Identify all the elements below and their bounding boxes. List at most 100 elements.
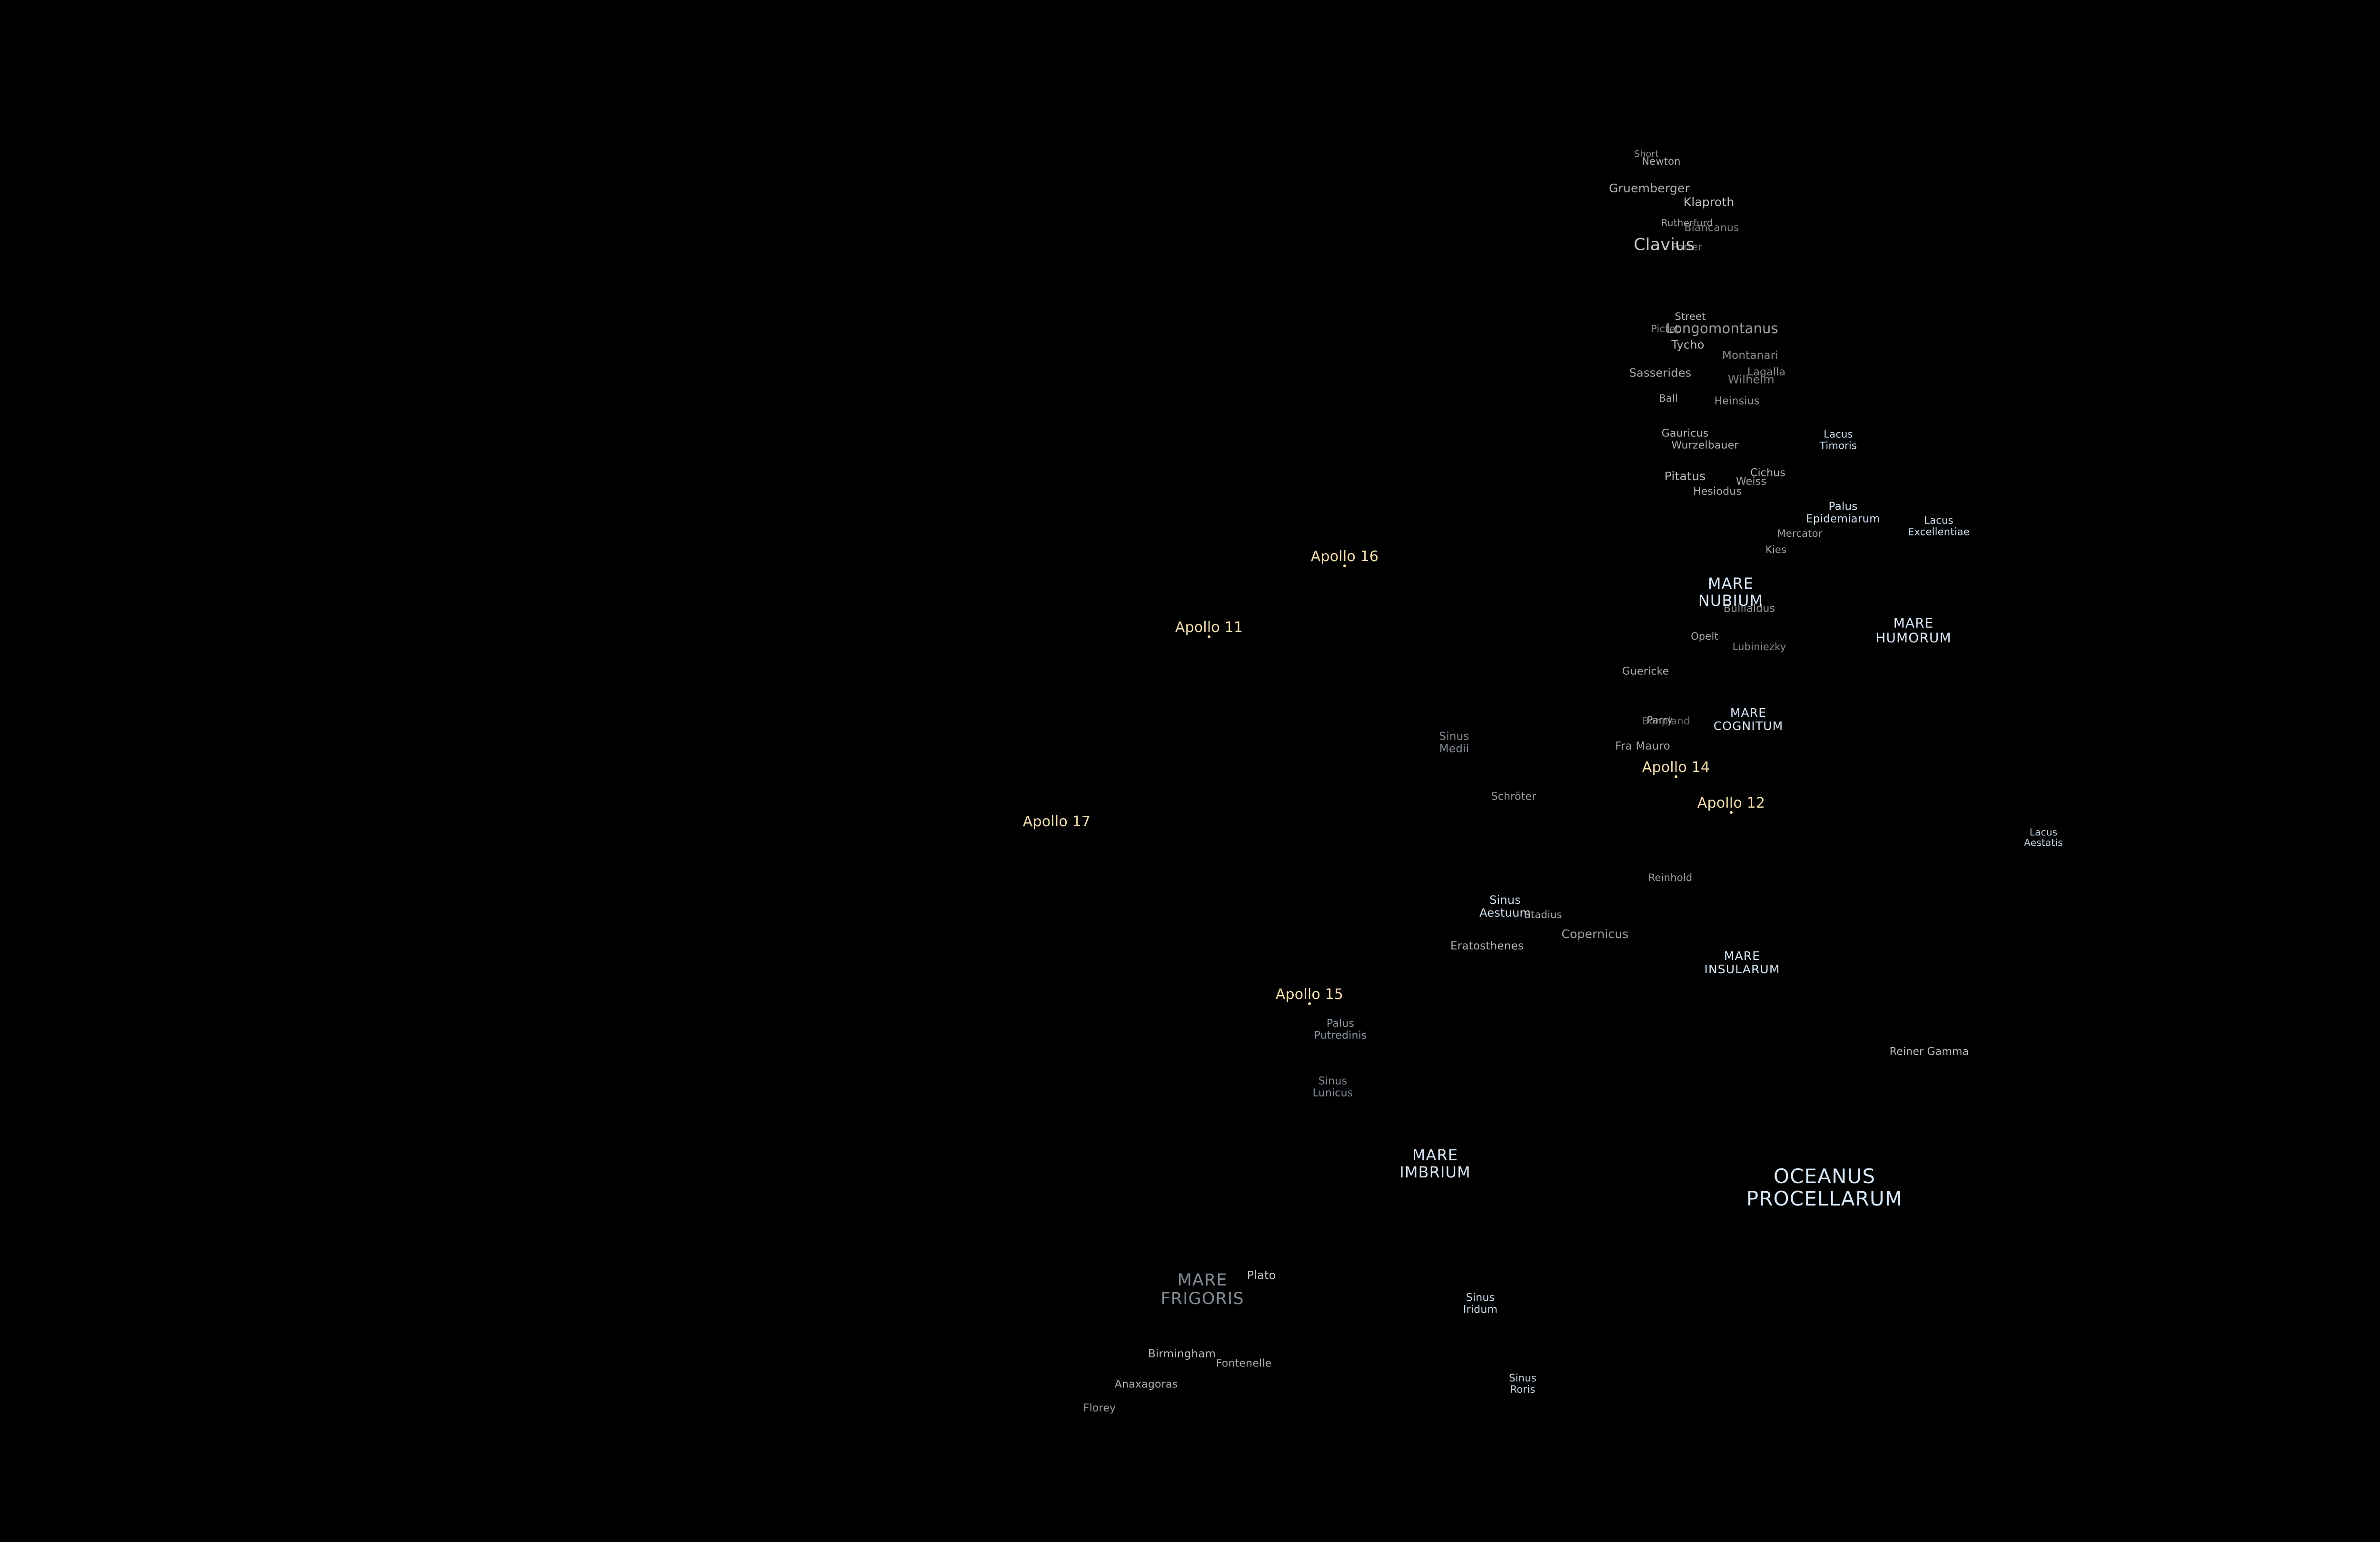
map-label-sinus-iridum[interactable]: Sinus Iridum xyxy=(1463,1292,1497,1315)
label-line: MARE xyxy=(1730,706,1767,720)
map-label-klaproth[interactable]: Klaproth xyxy=(1684,196,1735,209)
map-label-lacus-aestatis[interactable]: Lacus Aestatis xyxy=(2024,827,2063,848)
map-label-cichus[interactable]: Cichus xyxy=(1750,467,1785,480)
map-label-sinus-medii[interactable]: Sinus Medii xyxy=(1439,730,1469,755)
map-label-apollo-16[interactable]: Apollo 16 xyxy=(1311,549,1378,565)
map-label-lacus-timoris[interactable]: Lacus Timoris xyxy=(1820,429,1857,451)
label-line: MARE xyxy=(1724,949,1761,963)
map-label-kies[interactable]: Kies xyxy=(1765,544,1786,556)
map-label-florey[interactable]: Florey xyxy=(1083,1403,1116,1415)
map-label-apollo-11[interactable]: Apollo 11 xyxy=(1175,620,1243,636)
map-label-fontenelle[interactable]: Fontenelle xyxy=(1216,1358,1272,1370)
landing-site-marker-apollo-16[interactable] xyxy=(1343,564,1346,567)
map-label-bullialdus[interactable]: Bullialdus xyxy=(1724,603,1775,615)
map-label-reiner-gamma[interactable]: Reiner Gamma xyxy=(1889,1046,1969,1058)
map-label-reinhold[interactable]: Reinhold xyxy=(1648,872,1693,884)
map-label-fra-mauro[interactable]: Fra Mauro xyxy=(1615,740,1670,753)
map-label-lagalla[interactable]: Lagalla xyxy=(1747,366,1785,379)
label-line: FRIGORIS xyxy=(1160,1289,1244,1308)
map-label-wurzelbauer[interactable]: Wurzelbauer xyxy=(1671,440,1738,452)
map-label-sinus-roris[interactable]: Sinus Roris xyxy=(1509,1373,1537,1395)
map-label-parry[interactable]: Parry xyxy=(1647,715,1673,726)
map-label-weiss[interactable]: Weiss xyxy=(1736,476,1766,488)
label-line: Epidemiarum xyxy=(1806,513,1880,525)
map-label-mercator[interactable]: Mercator xyxy=(1777,528,1823,540)
map-label-short[interactable]: Short xyxy=(1634,149,1659,159)
label-line: Fra Mauro xyxy=(1615,740,1670,753)
map-label-mare-frigoris[interactable]: MARE FRIGORIS xyxy=(1160,1271,1244,1308)
map-label-anaxagoras[interactable]: Anaxagoras xyxy=(1115,1379,1178,1391)
label-line: MARE xyxy=(1177,1270,1228,1290)
label-line: Sinus xyxy=(1489,893,1521,907)
landing-site-marker-apollo-12[interactable] xyxy=(1730,811,1733,814)
map-label-apollo-15[interactable]: Apollo 15 xyxy=(1276,987,1343,1003)
map-label-biancanus[interactable]: Biancanus xyxy=(1684,222,1739,235)
map-label-pictet[interactable]: Pictet xyxy=(1651,324,1679,335)
map-label-opelt[interactable]: Opelt xyxy=(1691,631,1718,642)
label-line: Bullialdus xyxy=(1723,603,1775,615)
map-label-montanari[interactable]: Montanari xyxy=(1722,349,1778,362)
map-label-newton[interactable]: Newton xyxy=(1642,156,1680,168)
label-line: Apollo 17 xyxy=(1022,813,1091,830)
map-label-copernicus[interactable]: Copernicus xyxy=(1561,928,1628,941)
map-label-apollo-17[interactable]: Apollo 17 xyxy=(1023,814,1091,830)
map-label-pitatus[interactable]: Pitatus xyxy=(1665,470,1706,483)
label-line: Apollo 12 xyxy=(1697,795,1765,812)
map-label-lubiniezky[interactable]: Lubiniezky xyxy=(1733,642,1786,653)
map-label-sinus-lunicus[interactable]: Sinus Lunicus xyxy=(1313,1076,1353,1099)
map-label-mare-insularum[interactable]: MARE INSULARUM xyxy=(1705,949,1780,976)
map-label-porter[interactable]: Porter xyxy=(1672,242,1702,253)
label-line: Excellentiae xyxy=(1908,526,1970,537)
map-label-bonpland[interactable]: Bonpland xyxy=(1642,716,1690,727)
map-label-mare-cognitum[interactable]: MARE COGNITUM xyxy=(1714,706,1784,733)
map-label-guericke[interactable]: Guericke xyxy=(1622,666,1669,678)
landing-site-marker-apollo-14[interactable] xyxy=(1675,775,1677,778)
label-line: Wilhelm xyxy=(1728,373,1775,386)
map-label-mare-humorum[interactable]: MARE HUMORUM xyxy=(1875,615,1952,645)
map-label-birmingham[interactable]: Birmingham xyxy=(1148,1348,1216,1361)
map-label-street[interactable]: Street xyxy=(1675,311,1706,323)
map-label-sasserides[interactable]: Sasserides xyxy=(1629,366,1692,380)
landing-site-marker-apollo-15[interactable] xyxy=(1308,1002,1311,1005)
map-label-clavius[interactable]: Clavius xyxy=(1634,236,1695,254)
map-label-hesiodus[interactable]: Hesiodus xyxy=(1693,486,1742,498)
map-label-palus-putredinis[interactable]: Palus Putredinis xyxy=(1314,1018,1367,1041)
map-label-oceanus-procellarum[interactable]: OCEANUS PROCELLARUM xyxy=(1746,1165,1903,1210)
map-label-apollo-14[interactable]: Apollo 14 xyxy=(1642,760,1710,776)
landing-site-marker-apollo-11[interactable] xyxy=(1208,635,1210,638)
label-line: Lunicus xyxy=(1312,1087,1353,1099)
map-label-gauricus[interactable]: Gauricus xyxy=(1662,428,1709,440)
map-label-mare-imbrium[interactable]: MARE IMBRIUM xyxy=(1399,1147,1470,1181)
map-label-apollo-12[interactable]: Apollo 12 xyxy=(1697,795,1765,811)
label-line: Fontenelle xyxy=(1216,1357,1272,1370)
map-label-schr-ter[interactable]: Schröter xyxy=(1491,791,1537,803)
label-line: Weiss xyxy=(1735,475,1767,488)
label-line: Apollo 14 xyxy=(1642,759,1710,776)
label-line: Parry xyxy=(1646,714,1673,726)
map-label-ball[interactable]: Ball xyxy=(1659,393,1678,405)
label-line: Reinhold xyxy=(1648,872,1693,884)
label-line: Reiner Gamma xyxy=(1889,1046,1969,1058)
label-line: Lacus xyxy=(1824,428,1853,440)
map-label-wilhelm[interactable]: Wilhelm xyxy=(1728,373,1775,386)
map-label-sinus-aestuum[interactable]: Sinus Aestuum xyxy=(1479,894,1531,919)
label-line: Apollo 11 xyxy=(1175,619,1243,636)
label-line: MARE xyxy=(1412,1146,1458,1165)
label-line: COGNITUM xyxy=(1713,719,1784,733)
map-label-eratosthenes[interactable]: Eratosthenes xyxy=(1450,940,1524,953)
map-label-rutherfurd[interactable]: Rutherfurd xyxy=(1661,217,1713,228)
map-label-longomontanus[interactable]: Longomontanus xyxy=(1666,320,1778,336)
label-line: Clavius xyxy=(1634,235,1695,255)
map-label-tycho[interactable]: Tycho xyxy=(1671,338,1704,352)
label-line: Longomontanus xyxy=(1666,320,1778,336)
label-line: Birmingham xyxy=(1148,1348,1216,1361)
map-label-plato[interactable]: Plato xyxy=(1247,1269,1276,1282)
map-label-gruemberger[interactable]: Gruemberger xyxy=(1609,182,1690,195)
map-label-lacus-excellentiae[interactable]: Lacus Excellentiae xyxy=(1908,515,1970,537)
map-label-stadius[interactable]: Stadius xyxy=(1524,909,1562,921)
map-label-heinsius[interactable]: Heinsius xyxy=(1715,395,1760,408)
map-label-mare-nubium[interactable]: MARE NUBIUM xyxy=(1698,575,1763,610)
label-line: NUBIUM xyxy=(1698,592,1764,610)
map-label-palus-epidemiarum[interactable]: Palus Epidemiarum xyxy=(1806,500,1880,525)
